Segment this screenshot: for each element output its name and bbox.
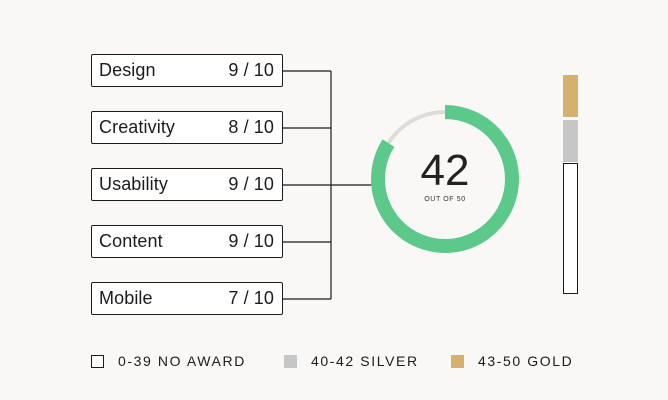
category-label: Design	[99, 60, 156, 80]
gauge-fill-arc	[371, 105, 519, 253]
legend-no-award: 0-39 NO AWARD	[91, 353, 246, 369]
category-label: Usability	[99, 174, 168, 194]
total-score-value: 42	[420, 146, 470, 195]
award-bar-no-award	[563, 163, 578, 294]
category-score: 9 / 10	[228, 231, 274, 251]
score-box-mobile: Mobile 7 / 10	[91, 282, 283, 315]
score-box-usability: Usability 9 / 10	[91, 168, 283, 201]
legend-silver: 40-42 SILVER	[284, 353, 419, 369]
category-score: 7 / 10	[228, 288, 274, 308]
legend-swatch	[284, 354, 297, 368]
category-score: 9 / 10	[228, 60, 274, 80]
category-score: 8 / 10	[228, 117, 274, 137]
legend-label: 0-39 NO AWARD	[118, 353, 246, 369]
legend-label: 43-50 GOLD	[478, 353, 574, 369]
category-label: Creativity	[99, 117, 176, 137]
score-box-design: Design 9 / 10	[91, 54, 283, 87]
legend-swatch	[91, 354, 104, 368]
score-box-creativity: Creativity 8 / 10	[91, 111, 283, 144]
legend-label: 40-42 SILVER	[311, 353, 419, 369]
category-label: Mobile	[99, 288, 153, 308]
legend-swatch	[451, 354, 464, 368]
category-score: 9 / 10	[228, 174, 274, 194]
award-bar-silver	[563, 120, 578, 162]
total-score-caption: OUT OF 50	[424, 196, 466, 203]
category-label: Content	[99, 231, 163, 251]
award-bar-gold	[563, 75, 578, 117]
score-box-content: Content 9 / 10	[91, 225, 283, 258]
legend-gold: 43-50 GOLD	[451, 353, 573, 369]
